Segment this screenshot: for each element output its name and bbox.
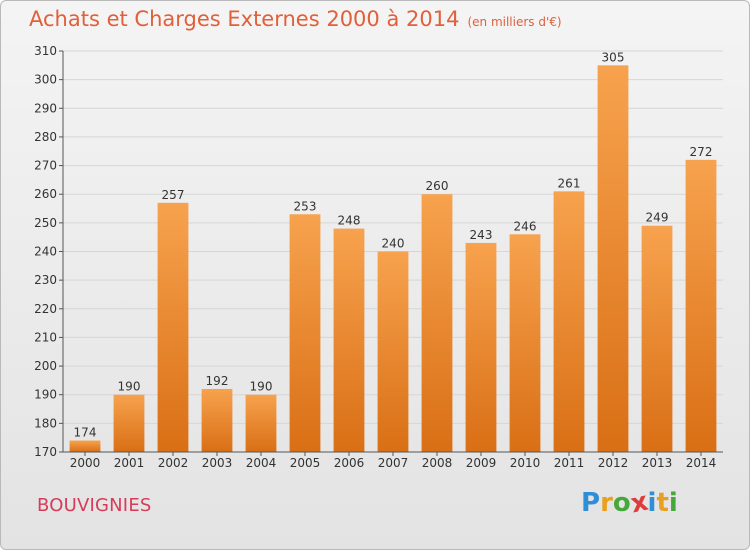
- bar-value-label: 174: [74, 426, 97, 440]
- bar: [641, 225, 673, 452]
- bar-value-label: 261: [558, 176, 581, 190]
- bar-value-label: 305: [602, 50, 625, 64]
- bar: [465, 242, 497, 452]
- bar: [377, 251, 409, 452]
- logo-letter: P: [581, 488, 601, 518]
- x-tick-label: 2014: [686, 456, 717, 470]
- logo-letter: i: [668, 488, 678, 518]
- x-tick-label: 2013: [642, 456, 673, 470]
- x-tick-label: 2004: [246, 456, 277, 470]
- y-tick-label: 240: [34, 245, 57, 259]
- y-tick-label: 230: [34, 273, 57, 287]
- x-tick-label: 2006: [334, 456, 365, 470]
- commune-name: BOUVIGNIES: [37, 495, 152, 516]
- bar-value-label: 257: [162, 188, 185, 202]
- bar-value-label: 253: [294, 199, 317, 213]
- y-tick-label: 300: [34, 73, 57, 87]
- y-tick-label: 220: [34, 302, 57, 316]
- bar: [333, 228, 365, 452]
- bar-value-label: 190: [118, 380, 141, 394]
- bar: [69, 440, 101, 452]
- x-tick-label: 2005: [290, 456, 321, 470]
- bar-value-label: 192: [206, 374, 229, 388]
- y-tick-label: 250: [34, 216, 57, 230]
- x-tick-label: 2001: [114, 456, 145, 470]
- proxiti-logo: Proxiti: [581, 487, 678, 520]
- x-tick-label: 2008: [422, 456, 453, 470]
- logo-letter: i: [647, 488, 657, 518]
- bar: [113, 394, 145, 452]
- axis-layer: 170 180 190 200 210 220 230 240 250 260 270 280 290 3…: [34, 44, 723, 470]
- x-tick-label: 2012: [598, 456, 629, 470]
- logo-letter: o: [612, 488, 631, 518]
- bar: [509, 234, 541, 452]
- bar-value-label: 248: [338, 214, 361, 228]
- y-tick-label: 180: [34, 416, 57, 430]
- y-tick-label: 260: [34, 187, 57, 201]
- y-tick-label: 270: [34, 159, 57, 173]
- bar: [157, 202, 189, 452]
- bar: [597, 65, 629, 453]
- x-tick-label: 2007: [378, 456, 409, 470]
- bar: [245, 394, 277, 452]
- x-tick-label: 2002: [158, 456, 189, 470]
- bar: [553, 191, 585, 452]
- y-tick-label: 290: [34, 101, 57, 115]
- x-tick-label: 2009: [466, 456, 497, 470]
- y-tick-label: 310: [34, 44, 57, 58]
- bar-layer: 174 190 257 192 190 253 248 240 260 243 246 261 305 2…: [69, 50, 717, 453]
- logo-letter: t: [656, 488, 669, 518]
- y-tick-label: 280: [34, 130, 57, 144]
- bar-value-label: 243: [470, 228, 493, 242]
- x-tick-label: 2003: [202, 456, 233, 470]
- y-tick-label: 210: [34, 330, 57, 344]
- bar: [201, 388, 233, 452]
- bar-value-label: 249: [646, 211, 669, 225]
- bar-value-label: 190: [250, 380, 273, 394]
- x-tick-label: 2011: [554, 456, 585, 470]
- logo-letter: r: [600, 488, 613, 518]
- bar: [289, 214, 321, 452]
- x-tick-label: 2010: [510, 456, 541, 470]
- chart-subtitle: (en milliers d'€): [467, 15, 562, 29]
- bar-value-label: 240: [382, 237, 405, 251]
- chart-title: Achats et Charges Externes 2000 à 2014 (e…: [29, 7, 562, 31]
- y-tick-label: 170: [34, 445, 57, 459]
- bar-value-label: 260: [426, 179, 449, 193]
- bar: [685, 159, 717, 453]
- chart-title-text: Achats et Charges Externes 2000 à 2014: [29, 7, 460, 31]
- y-tick-label: 200: [34, 359, 57, 373]
- bar-value-label: 272: [690, 145, 713, 159]
- x-tick-label: 2000: [70, 456, 101, 470]
- y-tick-label: 190: [34, 388, 57, 402]
- bar-value-label: 246: [514, 219, 537, 233]
- bar: [421, 194, 453, 452]
